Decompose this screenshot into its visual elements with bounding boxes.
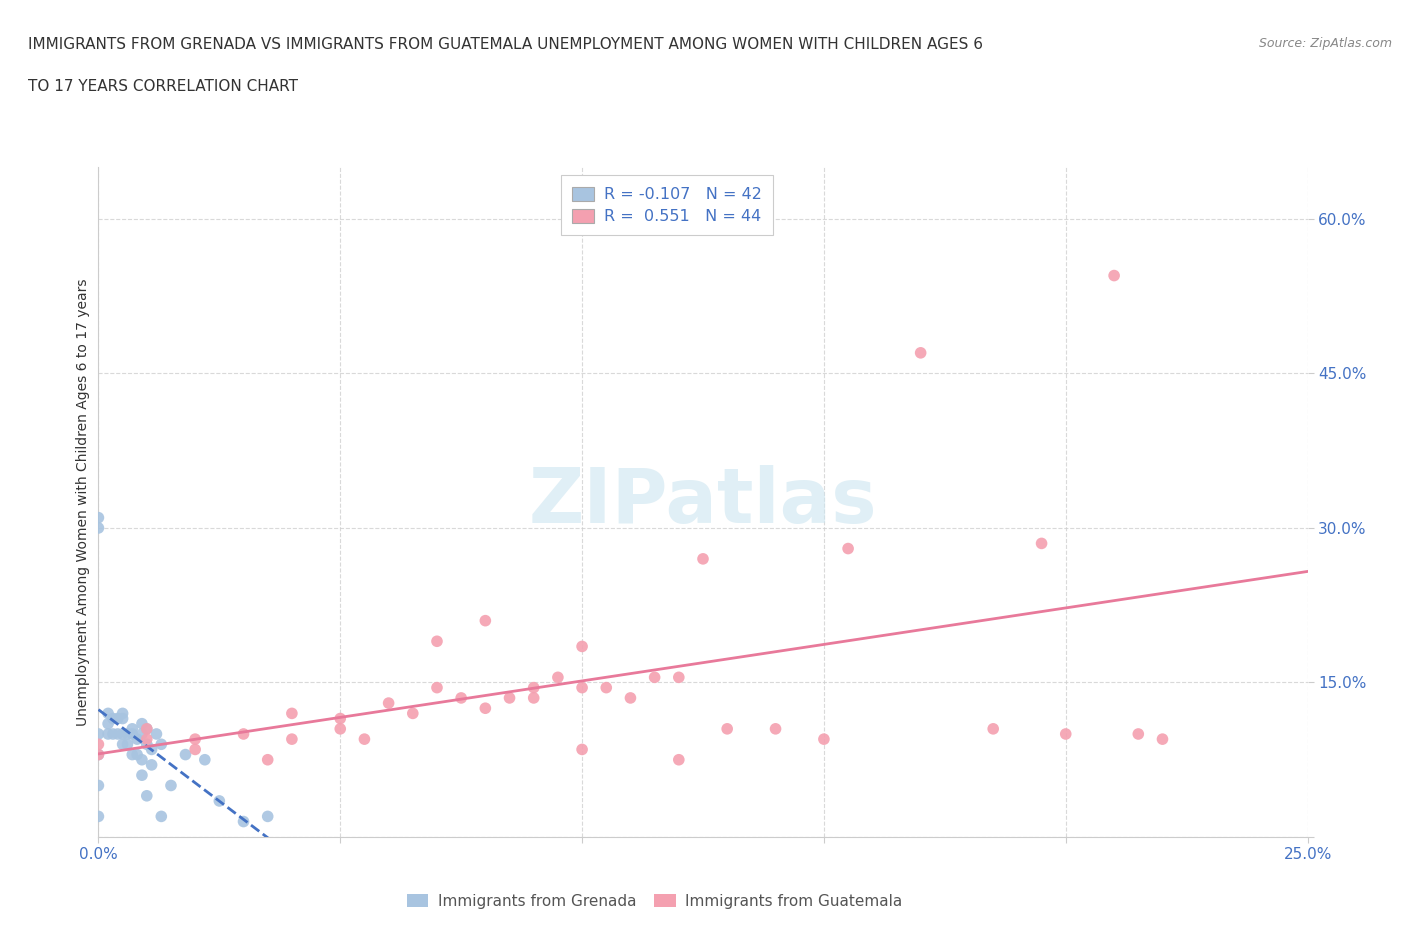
Point (107, 726, 129, 741)
Point (117, 737, 139, 751)
Point (353, 732, 375, 747)
Point (910, 345, 932, 360)
Point (668, 752, 690, 767)
Point (837, 541, 859, 556)
Point (127, 747, 149, 762)
Point (97, 716, 120, 731)
Point (595, 680, 617, 695)
Point (547, 670, 569, 684)
Point (232, 726, 254, 741)
Point (716, 722, 738, 737)
Point (135, 789, 157, 804)
Point (184, 742, 207, 757)
Point (981, 722, 1004, 737)
Point (121, 747, 143, 762)
Point (474, 701, 496, 716)
Point (131, 768, 153, 783)
Point (107, 711, 129, 726)
Point (523, 690, 546, 705)
Point (150, 809, 173, 824)
Point (87, 726, 110, 741)
Point (194, 752, 217, 767)
Point (208, 793, 231, 808)
Point (87, 747, 110, 762)
Point (329, 711, 352, 726)
Point (1128, 726, 1150, 741)
Point (498, 690, 520, 705)
Text: IMMIGRANTS FROM GRENADA VS IMMIGRANTS FROM GUATEMALA UNEMPLOYMENT AMONG WOMEN WI: IMMIGRANTS FROM GRENADA VS IMMIGRANTS FR… (28, 37, 983, 52)
Point (150, 737, 173, 751)
Point (329, 722, 352, 737)
Point (1102, 268, 1125, 283)
Point (111, 737, 134, 751)
Point (87, 747, 110, 762)
Point (281, 706, 304, 721)
Point (184, 732, 207, 747)
Point (377, 696, 399, 711)
Point (121, 726, 143, 741)
Point (145, 726, 167, 741)
Point (87, 511, 110, 525)
Point (111, 711, 134, 726)
Point (571, 680, 593, 695)
Legend: Immigrants from Grenada, Immigrants from Guatemala: Immigrants from Grenada, Immigrants from… (399, 886, 910, 916)
Point (1054, 726, 1077, 741)
Point (523, 680, 546, 695)
Text: Source: ZipAtlas.com: Source: ZipAtlas.com (1258, 37, 1392, 50)
Point (131, 716, 153, 731)
Point (692, 551, 714, 566)
Point (232, 814, 254, 829)
Point (644, 670, 666, 684)
Point (141, 742, 163, 757)
Point (131, 726, 153, 741)
Point (87, 809, 110, 824)
Point (571, 639, 593, 654)
Point (135, 722, 157, 737)
Point (426, 680, 449, 695)
Point (474, 613, 496, 628)
Point (1152, 732, 1174, 747)
Point (426, 634, 449, 649)
Point (87, 778, 110, 793)
Point (97, 726, 120, 741)
Point (256, 809, 278, 824)
Point (668, 670, 690, 684)
Point (281, 732, 304, 747)
Point (765, 722, 787, 737)
Point (111, 726, 134, 741)
Point (141, 757, 163, 772)
Point (135, 732, 157, 747)
Point (101, 726, 124, 741)
Point (87, 521, 110, 536)
Text: TO 17 YEARS CORRELATION CHART: TO 17 YEARS CORRELATION CHART (28, 79, 298, 94)
Point (87, 737, 110, 751)
Point (117, 726, 139, 741)
Point (619, 690, 641, 705)
Text: ZIPatlas: ZIPatlas (529, 465, 877, 539)
Point (101, 711, 124, 726)
Point (174, 747, 197, 762)
Point (121, 722, 143, 737)
Y-axis label: Unemployment Among Women with Children Ages 6 to 17 years: Unemployment Among Women with Children A… (76, 278, 90, 726)
Point (813, 732, 835, 747)
Point (256, 752, 278, 767)
Point (135, 722, 157, 737)
Point (571, 742, 593, 757)
Point (127, 732, 149, 747)
Point (1031, 536, 1053, 551)
Point (111, 706, 134, 721)
Point (135, 737, 157, 751)
Point (402, 706, 425, 721)
Point (131, 752, 153, 767)
Point (160, 778, 183, 793)
Point (97, 706, 120, 721)
Point (450, 690, 472, 705)
